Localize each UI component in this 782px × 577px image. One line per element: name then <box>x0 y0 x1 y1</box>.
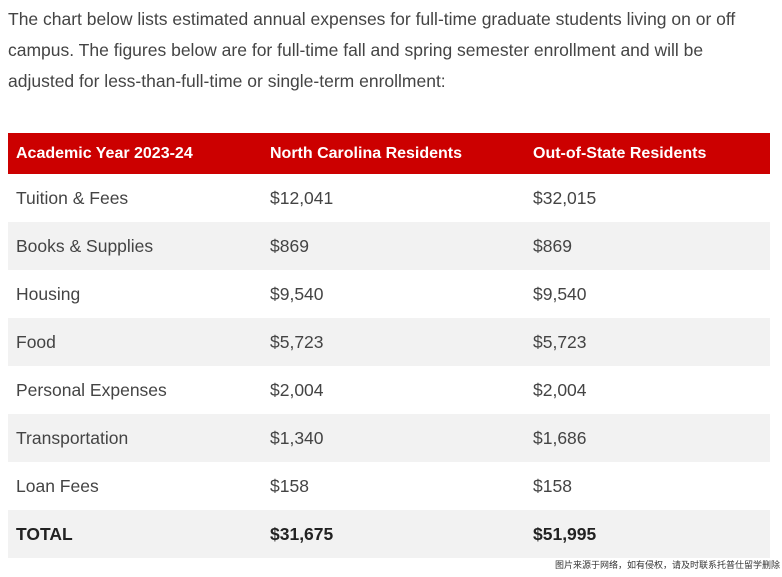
out-of-state-cost: $2,004 <box>533 379 587 400</box>
table-row: Housing $9,540 $9,540 <box>8 270 770 318</box>
table-row: Personal Expenses $2,004 $2,004 <box>8 366 770 414</box>
nc-resident-cost: $158 <box>270 475 309 496</box>
header-academic-year: Academic Year 2023-24 <box>8 133 262 174</box>
nc-resident-cost: $5,723 <box>262 318 525 366</box>
row-label: Transportation <box>8 414 262 462</box>
table-row: Loan Fees $158 $158 <box>8 462 770 510</box>
out-of-state-cost: $869 <box>525 222 770 270</box>
nc-resident-cost: $2,004 <box>270 379 324 400</box>
out-of-state-cost: $5,723 <box>525 318 770 366</box>
table-row: Transportation $1,340 $1,686 <box>8 414 770 462</box>
row-label: Personal Expenses <box>16 379 167 400</box>
row-label: Loan Fees <box>16 475 99 496</box>
header-out-of-state: Out-of-State Residents <box>525 133 770 174</box>
out-of-state-cost: $1,686 <box>525 414 770 462</box>
intro-paragraph: The chart below lists estimated annual e… <box>8 9 736 91</box>
row-label: Tuition & Fees <box>16 187 129 208</box>
header-nc-residents: North Carolina Residents <box>262 133 525 174</box>
total-label: TOTAL <box>8 510 262 558</box>
expenses-table: Academic Year 2023-24 North Carolina Res… <box>8 133 770 558</box>
table-row: Books & Supplies $869 $869 <box>8 222 770 270</box>
nc-resident-cost: $869 <box>262 222 525 270</box>
table-header-row: Academic Year 2023-24 North Carolina Res… <box>8 133 770 174</box>
out-of-state-total: $51,995 <box>525 510 770 558</box>
nc-resident-total: $31,675 <box>262 510 525 558</box>
out-of-state-cost: $32,015 <box>533 187 597 208</box>
nc-resident-cost: $9,540 <box>270 283 324 304</box>
table-row: Tuition & Fees $12,041 $32,015 <box>8 174 770 222</box>
total-row: TOTAL $31,675 $51,995 <box>8 510 770 558</box>
out-of-state-cost: $9,540 <box>533 283 587 304</box>
watermark-text: 图片来源于网络，如有侵权，请及时联系托普仕留学删除 <box>554 561 780 571</box>
nc-resident-cost: $12,041 <box>270 187 334 208</box>
out-of-state-cost: $158 <box>533 475 572 496</box>
nc-resident-cost: $1,340 <box>262 414 525 462</box>
table-row: Food $5,723 $5,723 <box>8 318 770 366</box>
row-label: Housing <box>16 283 81 304</box>
row-label: Food <box>8 318 262 366</box>
row-label: Books & Supplies <box>8 222 262 270</box>
